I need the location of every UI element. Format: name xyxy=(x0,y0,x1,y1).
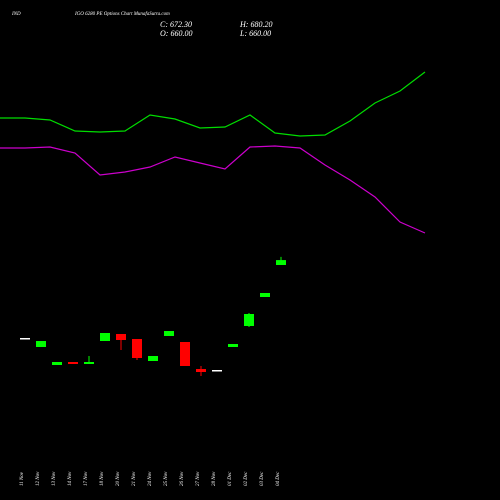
candle-body xyxy=(84,362,94,364)
open-label: O: 660.00 xyxy=(160,29,192,38)
candle-body xyxy=(228,344,238,347)
x-tick-label: 04 Dec xyxy=(276,471,281,486)
x-tick-label: 02 Dec xyxy=(244,471,249,486)
x-tick-label: 11 Nov xyxy=(20,471,25,486)
title-prefix: IND xyxy=(11,12,21,17)
indicator-line xyxy=(0,71,426,137)
chart-title: IGO 6280 PE Options Chart MunafaSutra.co… xyxy=(74,12,170,17)
candle-body xyxy=(180,342,190,366)
x-tick-label: 13 Nov xyxy=(52,471,57,486)
candle-body xyxy=(212,370,222,372)
candle-body xyxy=(68,362,78,364)
candle-body xyxy=(36,341,46,347)
x-tick-label: 25 Nov xyxy=(164,471,169,486)
candle-body xyxy=(244,314,254,326)
x-tick-label: 28 Nov xyxy=(212,471,217,486)
x-tick-label: 18 Nov xyxy=(100,471,105,486)
candle-body xyxy=(196,369,206,372)
candle-body xyxy=(100,333,110,341)
x-tick-label: 27 Nov xyxy=(196,471,201,486)
x-tick-label: 14 Nov xyxy=(68,471,73,486)
high-label: H: 680.20 xyxy=(239,20,272,29)
low-label: L: 660.00 xyxy=(239,29,271,38)
x-tick-label: 26 Nov xyxy=(180,471,185,486)
candle-body xyxy=(164,331,174,336)
candle-body xyxy=(52,362,62,365)
candle-body xyxy=(148,356,158,361)
x-tick-label: 24 Nov xyxy=(148,471,153,486)
close-label: C: 672.30 xyxy=(160,20,192,29)
x-tick-label: 03 Dec xyxy=(260,471,265,486)
x-tick-label: 17 Nov xyxy=(84,471,89,486)
candle-body xyxy=(116,334,126,340)
candle-body xyxy=(276,260,286,265)
x-tick-label: 01 Dec xyxy=(228,471,233,486)
candle-body xyxy=(260,293,270,297)
x-tick-label: 21 Nov xyxy=(132,471,137,486)
candle-body xyxy=(20,338,30,340)
candle-body xyxy=(132,339,142,358)
x-tick-label: 12 Nov xyxy=(36,471,41,486)
indicator-line xyxy=(0,145,426,234)
x-tick-label: 20 Nov xyxy=(116,471,121,486)
